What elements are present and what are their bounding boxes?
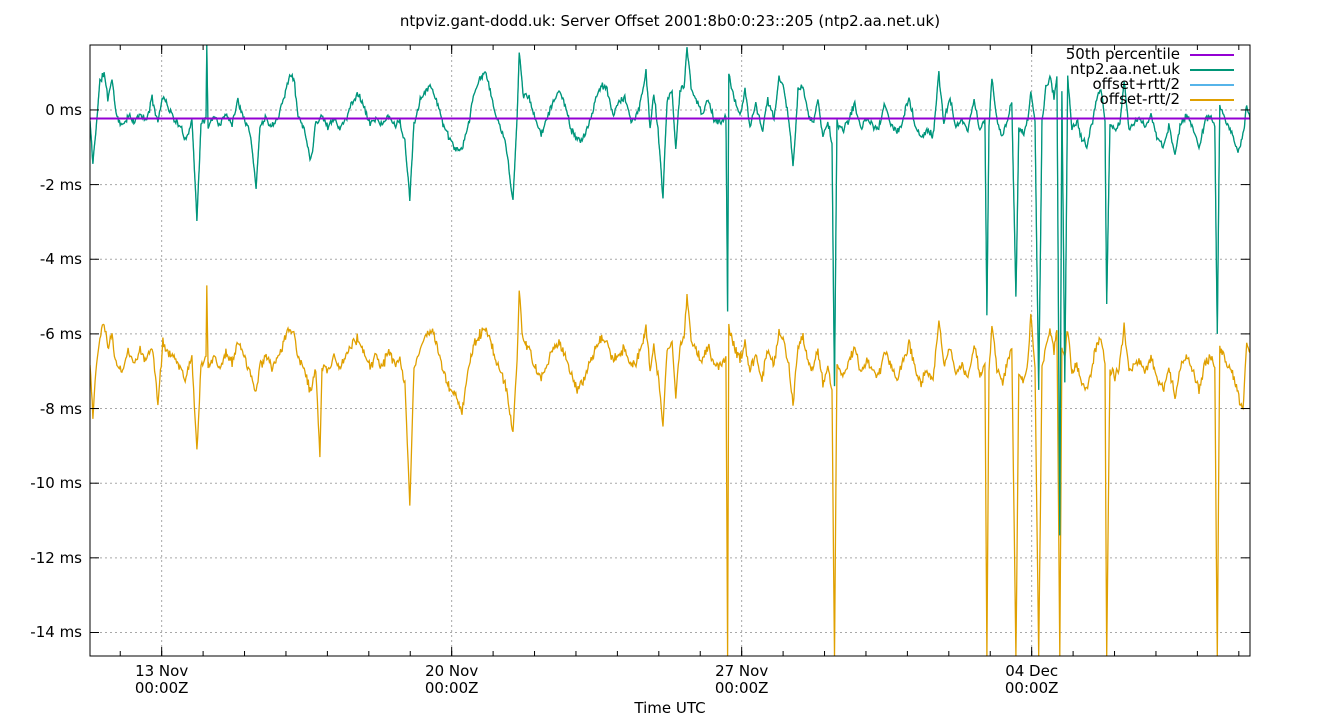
x-tick-label: 20 Nov 00:00Z <box>424 662 479 697</box>
legend-line-swatch <box>1190 53 1234 56</box>
y-tick-label: -10 ms <box>30 474 82 493</box>
y-tick-label: -4 ms <box>39 250 82 269</box>
legend-line-swatch <box>1190 68 1234 71</box>
legend: 50th percentile ntp2.aa.net.uk offset+rt… <box>1066 47 1234 107</box>
legend-label: offset-rtt/2 <box>1099 90 1180 108</box>
legend-item-50th-percentile: 50th percentile <box>1066 47 1234 62</box>
legend-item-offset-minus-rtt: offset-rtt/2 <box>1066 92 1234 107</box>
legend-label: 50th percentile <box>1065 45 1180 63</box>
legend-line-swatch <box>1190 83 1234 86</box>
x-tick-label: 13 Nov 00:00Z <box>134 662 189 697</box>
x-tick-label: 04 Dec 00:00Z <box>1004 662 1059 697</box>
y-tick-label: -2 ms <box>39 175 82 194</box>
plot-border <box>89 44 1251 657</box>
legend-item-ntp2-aa-net-uk: ntp2.aa.net.uk <box>1066 62 1234 77</box>
legend-label: ntp2.aa.net.uk <box>1070 60 1180 78</box>
legend-item-offset-plus-rtt: offset+rtt/2 <box>1066 77 1234 92</box>
y-tick-label: -12 ms <box>30 548 82 567</box>
legend-line-swatch <box>1190 98 1234 101</box>
y-tick-label: -8 ms <box>39 399 82 418</box>
series-path-ntp2-aa-net-uk <box>90 45 1250 536</box>
legend-label: offset+rtt/2 <box>1092 75 1180 93</box>
y-tick-label: -6 ms <box>39 324 82 343</box>
y-tick-label: -14 ms <box>30 623 82 642</box>
x-tick-label: 27 Nov 00:00Z <box>714 662 769 697</box>
x-axis-title: Time UTC <box>634 699 706 717</box>
y-tick-label: 0 ms <box>45 100 82 119</box>
chart-title: ntpviz.gant-dodd.uk: Server Offset 2001:… <box>399 12 941 30</box>
series-path-offset-rtt-2 <box>90 285 1250 656</box>
